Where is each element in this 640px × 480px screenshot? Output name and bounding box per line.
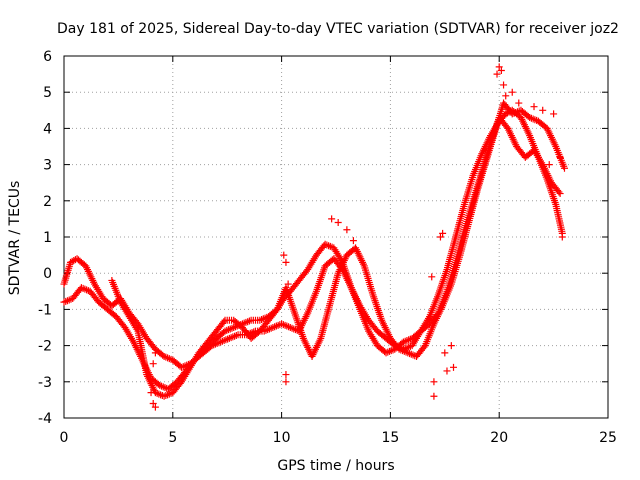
x-tick-label: 10: [273, 430, 291, 446]
y-tick-label: -2: [38, 339, 52, 355]
data-point: [545, 161, 553, 169]
data-point: [539, 106, 547, 114]
data-point: [441, 349, 449, 357]
x-tick-label: 5: [168, 430, 177, 446]
y-tick-label: 5: [43, 85, 52, 101]
data-point: [556, 153, 564, 161]
y-tick-label: 4: [43, 121, 52, 137]
data-point: [502, 92, 510, 100]
data-point: [149, 400, 157, 408]
data-point: [343, 226, 351, 234]
data-point: [149, 360, 157, 368]
data-point: [220, 318, 228, 326]
data-point: [550, 110, 558, 118]
data-point: [147, 378, 155, 386]
x-axis-label: GPS time / hours: [277, 458, 394, 474]
x-tick-label: 20: [490, 430, 508, 446]
y-tick-label: 2: [43, 194, 52, 210]
data-point: [556, 190, 564, 198]
data-point: [151, 403, 159, 411]
data-point: [428, 273, 436, 281]
data-point: [328, 215, 336, 223]
data-point: [497, 66, 505, 74]
x-tick-label: 0: [60, 430, 69, 446]
y-tick-label: -3: [38, 375, 52, 391]
data-point: [515, 99, 523, 107]
data-point: [282, 258, 290, 266]
data-point: [282, 378, 290, 386]
y-tick-label: 6: [43, 49, 52, 65]
x-tick-label: 25: [599, 430, 617, 446]
data-point: [420, 343, 428, 351]
data-point: [284, 280, 292, 288]
data-point: [495, 63, 503, 71]
y-axis-label: SDTVAR / TECUs: [7, 181, 23, 296]
y-tick-label: 1: [43, 230, 52, 246]
data-point: [334, 219, 342, 227]
series-excursions: [147, 63, 566, 411]
data-point: [500, 81, 508, 89]
data-point: [147, 389, 155, 397]
data-point: [272, 307, 280, 315]
data-point: [508, 88, 516, 96]
data-point: [555, 188, 563, 196]
data-point: [447, 342, 455, 350]
data-point: [450, 363, 458, 371]
series-track-c: [108, 99, 568, 400]
y-tick-label: 0: [43, 266, 52, 282]
data-point: [493, 70, 501, 78]
data-point: [558, 233, 566, 241]
data-point: [430, 392, 438, 400]
y-tick-label: -1: [38, 302, 52, 318]
data-point: [436, 233, 444, 241]
axis-ticks: 0 5 10 15 20 25 -4 -3 -2 -1 0 1 2 3 4 5 6: [38, 49, 617, 446]
data-point: [151, 349, 159, 357]
data-point: [430, 378, 438, 386]
data-point: [443, 367, 451, 375]
data-point: [280, 251, 288, 259]
y-tick-label: 3: [43, 158, 52, 174]
data-point: [560, 164, 568, 172]
data-point: [439, 229, 447, 237]
x-tick-label: 15: [381, 430, 399, 446]
y-tick-label: -4: [38, 411, 52, 427]
data-point: [530, 103, 538, 111]
data-point: [282, 371, 290, 379]
chart-title: Day 181 of 2025, Sidereal Day-to-day VTE…: [57, 21, 619, 37]
data-point: [349, 237, 357, 245]
data-markers: [60, 63, 568, 411]
